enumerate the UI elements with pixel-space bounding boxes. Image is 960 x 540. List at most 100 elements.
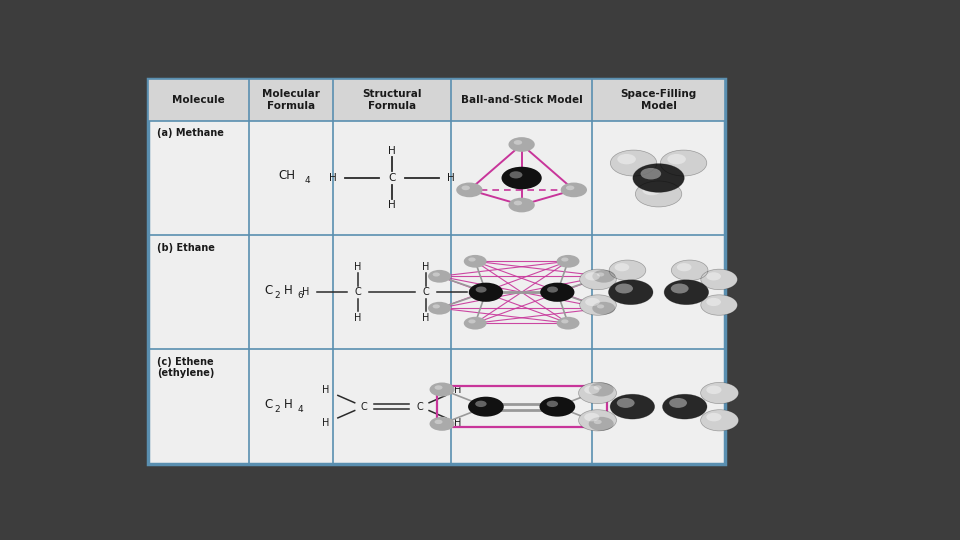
Text: (c) Ethene
(ethylene): (c) Ethene (ethylene) [157,357,215,379]
Circle shape [593,420,602,424]
Text: 2: 2 [275,291,280,300]
Text: H: H [447,173,455,183]
Circle shape [617,154,636,164]
Circle shape [610,260,646,280]
Circle shape [547,287,558,293]
Circle shape [566,185,574,190]
Circle shape [701,382,738,403]
Circle shape [588,417,613,431]
Circle shape [546,401,558,407]
Circle shape [468,258,475,261]
Text: H: H [284,284,293,296]
Circle shape [701,410,738,431]
Circle shape [509,198,535,212]
Circle shape [580,269,616,289]
Circle shape [435,420,443,424]
Circle shape [614,263,630,271]
Circle shape [468,319,475,323]
Circle shape [433,273,440,276]
Text: 4: 4 [297,405,302,414]
Circle shape [501,167,541,189]
Circle shape [468,397,504,417]
Circle shape [642,185,660,195]
Circle shape [429,382,454,396]
Text: C: C [265,284,273,296]
Circle shape [586,298,600,306]
Circle shape [592,270,615,282]
Circle shape [509,137,535,152]
Circle shape [611,150,657,176]
Circle shape [514,140,522,145]
Circle shape [611,394,655,419]
Circle shape [540,397,575,417]
Text: H: H [422,262,429,272]
Circle shape [660,150,707,176]
Text: C: C [388,173,396,183]
Circle shape [562,258,568,261]
Text: C: C [417,402,423,411]
Text: H: H [454,418,462,428]
Text: H: H [328,173,336,183]
Circle shape [701,269,737,289]
Bar [148,79,725,121]
Circle shape [616,398,635,408]
Text: (b) Ethane: (b) Ethane [157,242,215,253]
Circle shape [592,302,615,315]
Text: Molecular
Formula: Molecular Formula [262,89,320,111]
Circle shape [540,282,574,302]
Circle shape [580,295,616,315]
Circle shape [514,201,522,205]
Text: H: H [322,418,329,428]
Circle shape [671,284,688,293]
Circle shape [468,282,503,302]
Circle shape [707,272,721,280]
Circle shape [671,260,708,280]
Circle shape [429,417,454,431]
Text: Ball-and-Stick Model: Ball-and-Stick Model [461,95,583,105]
Text: C: C [422,287,429,297]
Circle shape [701,295,737,315]
Text: C: C [265,398,273,411]
Circle shape [585,386,599,394]
Circle shape [664,280,708,305]
Circle shape [640,168,661,179]
Text: H: H [422,313,429,322]
Circle shape [562,319,568,323]
Text: H: H [388,200,396,210]
Circle shape [586,272,600,280]
Circle shape [579,410,616,431]
Text: 6: 6 [297,291,302,300]
Text: H: H [388,146,396,156]
Circle shape [435,386,443,390]
Circle shape [510,171,522,178]
Circle shape [667,154,685,164]
Text: H: H [454,385,462,395]
Circle shape [561,183,587,197]
Circle shape [677,263,691,271]
Bar [148,79,725,464]
Circle shape [633,164,684,192]
Circle shape [557,317,580,329]
Circle shape [669,398,687,408]
Text: H: H [354,262,362,272]
Circle shape [609,280,653,305]
Text: H: H [474,287,482,297]
Text: H: H [284,398,293,411]
Text: 4: 4 [304,177,310,185]
Circle shape [588,382,613,396]
Text: C: C [354,287,361,297]
Text: H: H [322,385,329,395]
Bar [437,387,607,427]
Text: Space-Filling
Model: Space-Filling Model [620,89,697,111]
Text: CH: CH [278,170,296,183]
Text: Molecule: Molecule [173,95,225,105]
Circle shape [662,394,707,419]
Circle shape [428,270,451,282]
Text: Structural
Formula: Structural Formula [362,89,421,111]
Circle shape [475,401,487,407]
Circle shape [579,382,616,403]
Circle shape [593,386,602,390]
Text: C: C [360,402,367,411]
Text: (a) Methane: (a) Methane [157,129,224,138]
Circle shape [456,183,483,197]
